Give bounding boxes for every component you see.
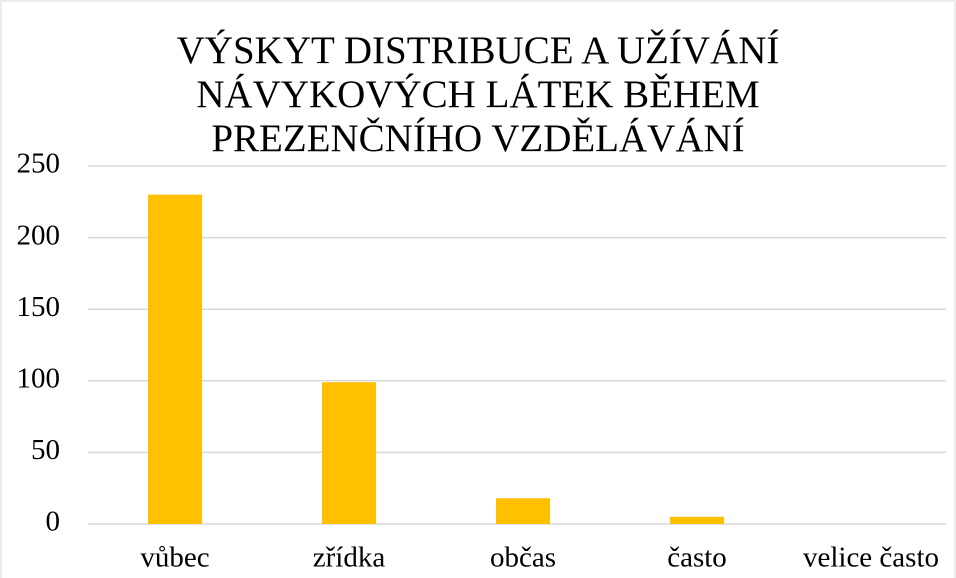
bar: [322, 382, 376, 524]
y-tick-label: 200: [17, 219, 61, 251]
chart-title-line: VÝSKYT DISTRIBUCE A UŽÍVÁNÍ: [177, 28, 780, 72]
bar: [148, 194, 202, 524]
x-tick-label: vůbec: [140, 542, 209, 574]
chart-title-line: NÁVYKOVÝCH LÁTEK BĚHEM: [196, 72, 759, 116]
chart-title-line: PREZENČNÍHO VZDĚLÁVÁNÍ: [211, 116, 744, 160]
y-tick-label: 0: [46, 506, 61, 538]
y-tick-label: 50: [31, 434, 60, 466]
x-tick-label: občas: [490, 542, 556, 574]
x-tick-label: často: [667, 542, 727, 574]
bar: [496, 498, 550, 524]
y-tick-label: 250: [17, 148, 61, 180]
x-tick-label: velice často: [803, 542, 939, 574]
bar: [670, 516, 724, 524]
y-tick-label: 100: [17, 362, 61, 394]
y-tick-label: 150: [17, 291, 61, 323]
x-tick-label: zřídka: [313, 542, 386, 574]
